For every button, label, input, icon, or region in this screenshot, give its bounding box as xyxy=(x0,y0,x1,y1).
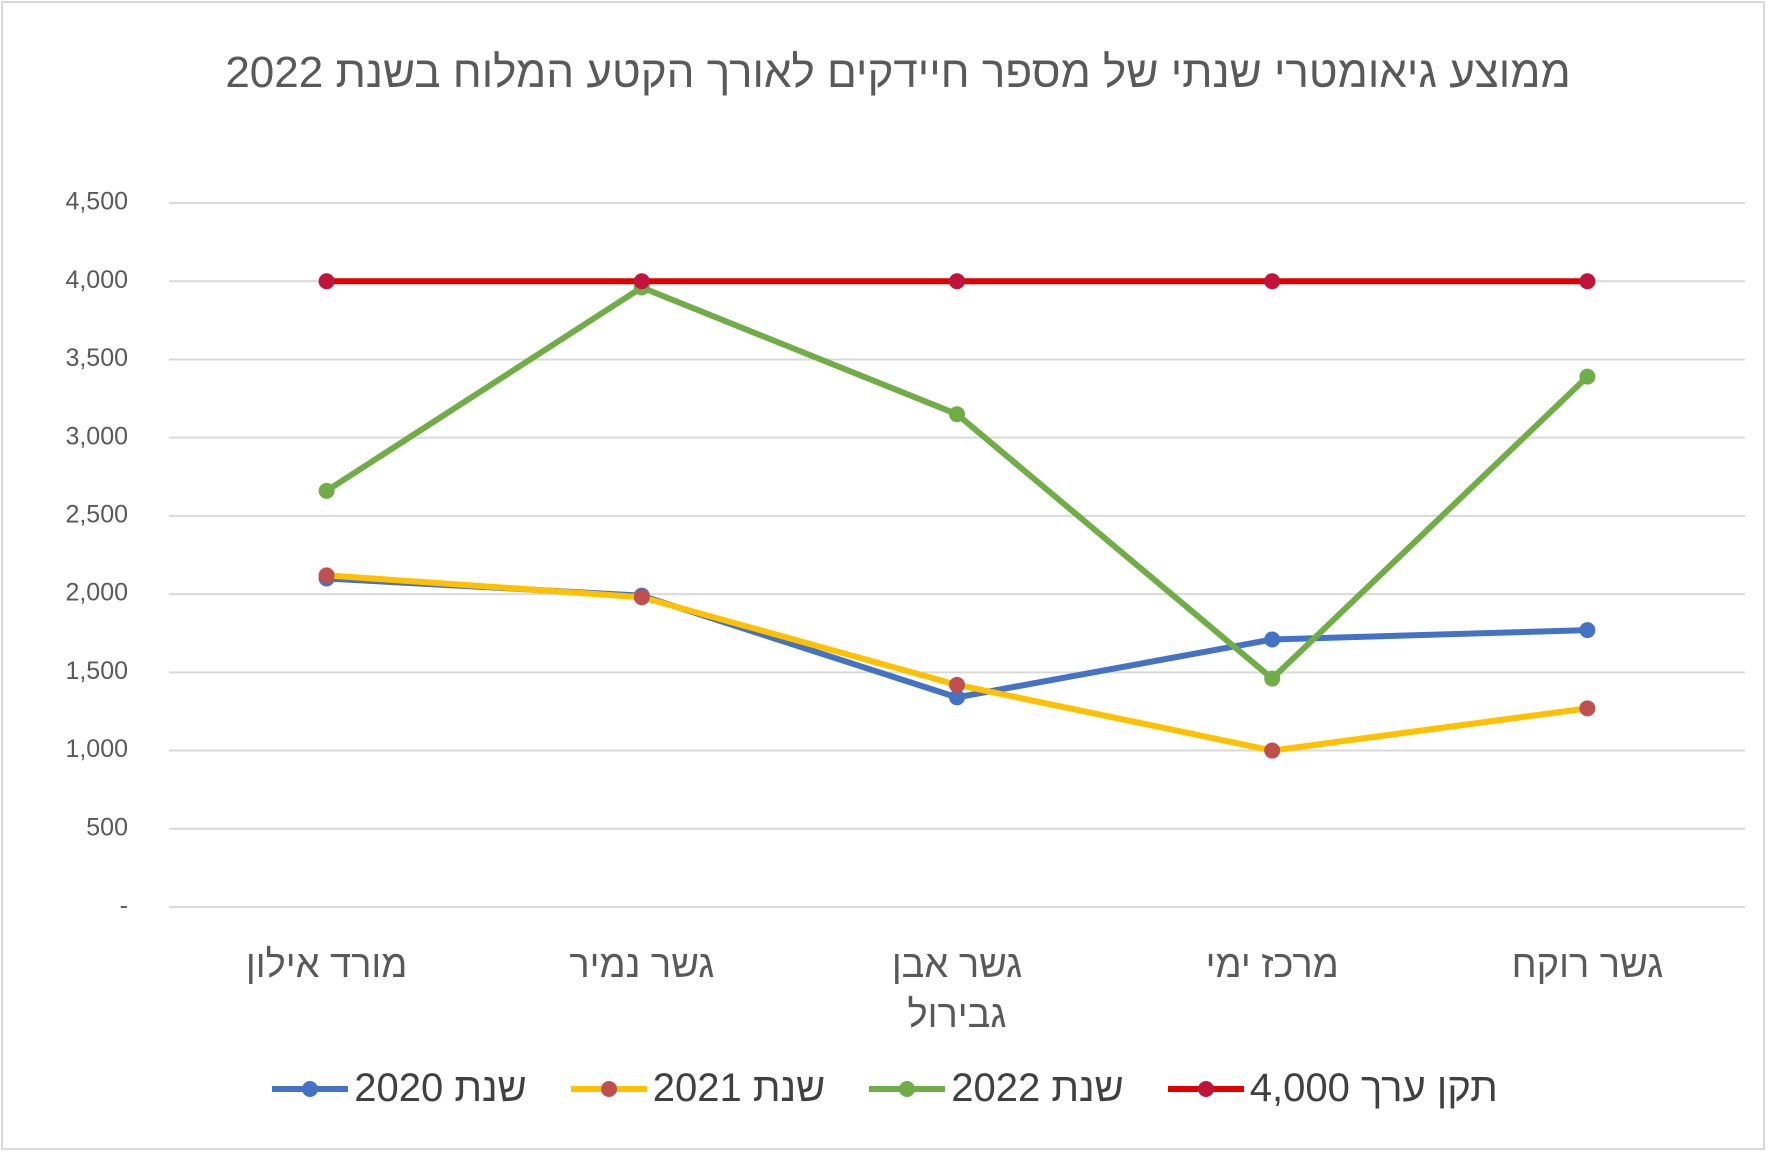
x-tick-label: גשר רוקח xyxy=(1511,944,1664,986)
legend-marker xyxy=(899,1080,916,1097)
legend-marker xyxy=(1197,1080,1214,1097)
x-tick-label: גשר אבן גבירול xyxy=(891,944,1023,1036)
y-tick-label: 4,500 xyxy=(65,188,128,216)
legend-marker xyxy=(302,1080,319,1097)
y-tick-label: 4,000 xyxy=(65,266,128,294)
legend-swatch xyxy=(570,1080,647,1097)
series-line xyxy=(324,284,1590,682)
legend-item: שנת 2020 xyxy=(270,1066,527,1111)
series-marker xyxy=(1264,631,1281,648)
y-tick-label: - xyxy=(120,892,128,920)
series-marker xyxy=(318,482,335,499)
series-marker xyxy=(1579,700,1596,717)
series-marker xyxy=(1579,622,1596,639)
series-line xyxy=(326,572,1588,754)
series-marker xyxy=(949,689,965,706)
series-marker xyxy=(1579,273,1596,290)
series-marker xyxy=(1264,273,1281,290)
series-marker xyxy=(318,567,335,584)
legend-label: שנת 2022 xyxy=(951,1066,1124,1110)
series-marker xyxy=(949,406,965,423)
legend-label: שנת 2021 xyxy=(652,1066,826,1110)
legend-item: שנת 2022 xyxy=(867,1066,1124,1111)
legend-label: שנת 2020 xyxy=(354,1066,527,1110)
series-marker xyxy=(1579,368,1596,385)
y-tick-label: 500 xyxy=(86,813,128,841)
legend-marker xyxy=(600,1080,617,1097)
x-tick-label: גשר נמיר xyxy=(569,944,715,986)
chart-title: ממוצע גיאומטרי שנתי של מספר חיידקים לאור… xyxy=(225,48,1571,97)
legend-item: תקן ערך 4,000 xyxy=(1166,1066,1498,1111)
series-marker xyxy=(1264,670,1281,687)
y-tick-label: 1,000 xyxy=(65,735,128,763)
legend-swatch xyxy=(869,1080,946,1097)
series-marker xyxy=(633,589,650,606)
legend: שנת 2020 שנת 2021 שנת 2022 תקן ערך 4,000 xyxy=(0,1066,1768,1111)
x-tick-label: מורד אילון xyxy=(245,944,408,986)
legend-item: שנת 2021 xyxy=(569,1066,826,1111)
y-tick-label: 2,000 xyxy=(65,579,128,607)
series-marker xyxy=(318,273,335,290)
legend-swatch xyxy=(1167,1080,1244,1097)
y-tick-label: 3,500 xyxy=(65,344,128,372)
x-tick-label: מרכז ימי xyxy=(1205,944,1339,986)
y-tick-label: 2,500 xyxy=(65,500,128,528)
series-marker xyxy=(633,273,650,290)
series-marker xyxy=(949,273,965,290)
legend-swatch xyxy=(272,1080,349,1097)
series-marker xyxy=(949,676,965,693)
legend-label: תקן ערך 4,000 xyxy=(1249,1066,1498,1110)
series-marker xyxy=(1264,742,1281,759)
y-tick-label: 1,500 xyxy=(65,657,128,685)
y-tick-label: 3,000 xyxy=(65,422,128,450)
